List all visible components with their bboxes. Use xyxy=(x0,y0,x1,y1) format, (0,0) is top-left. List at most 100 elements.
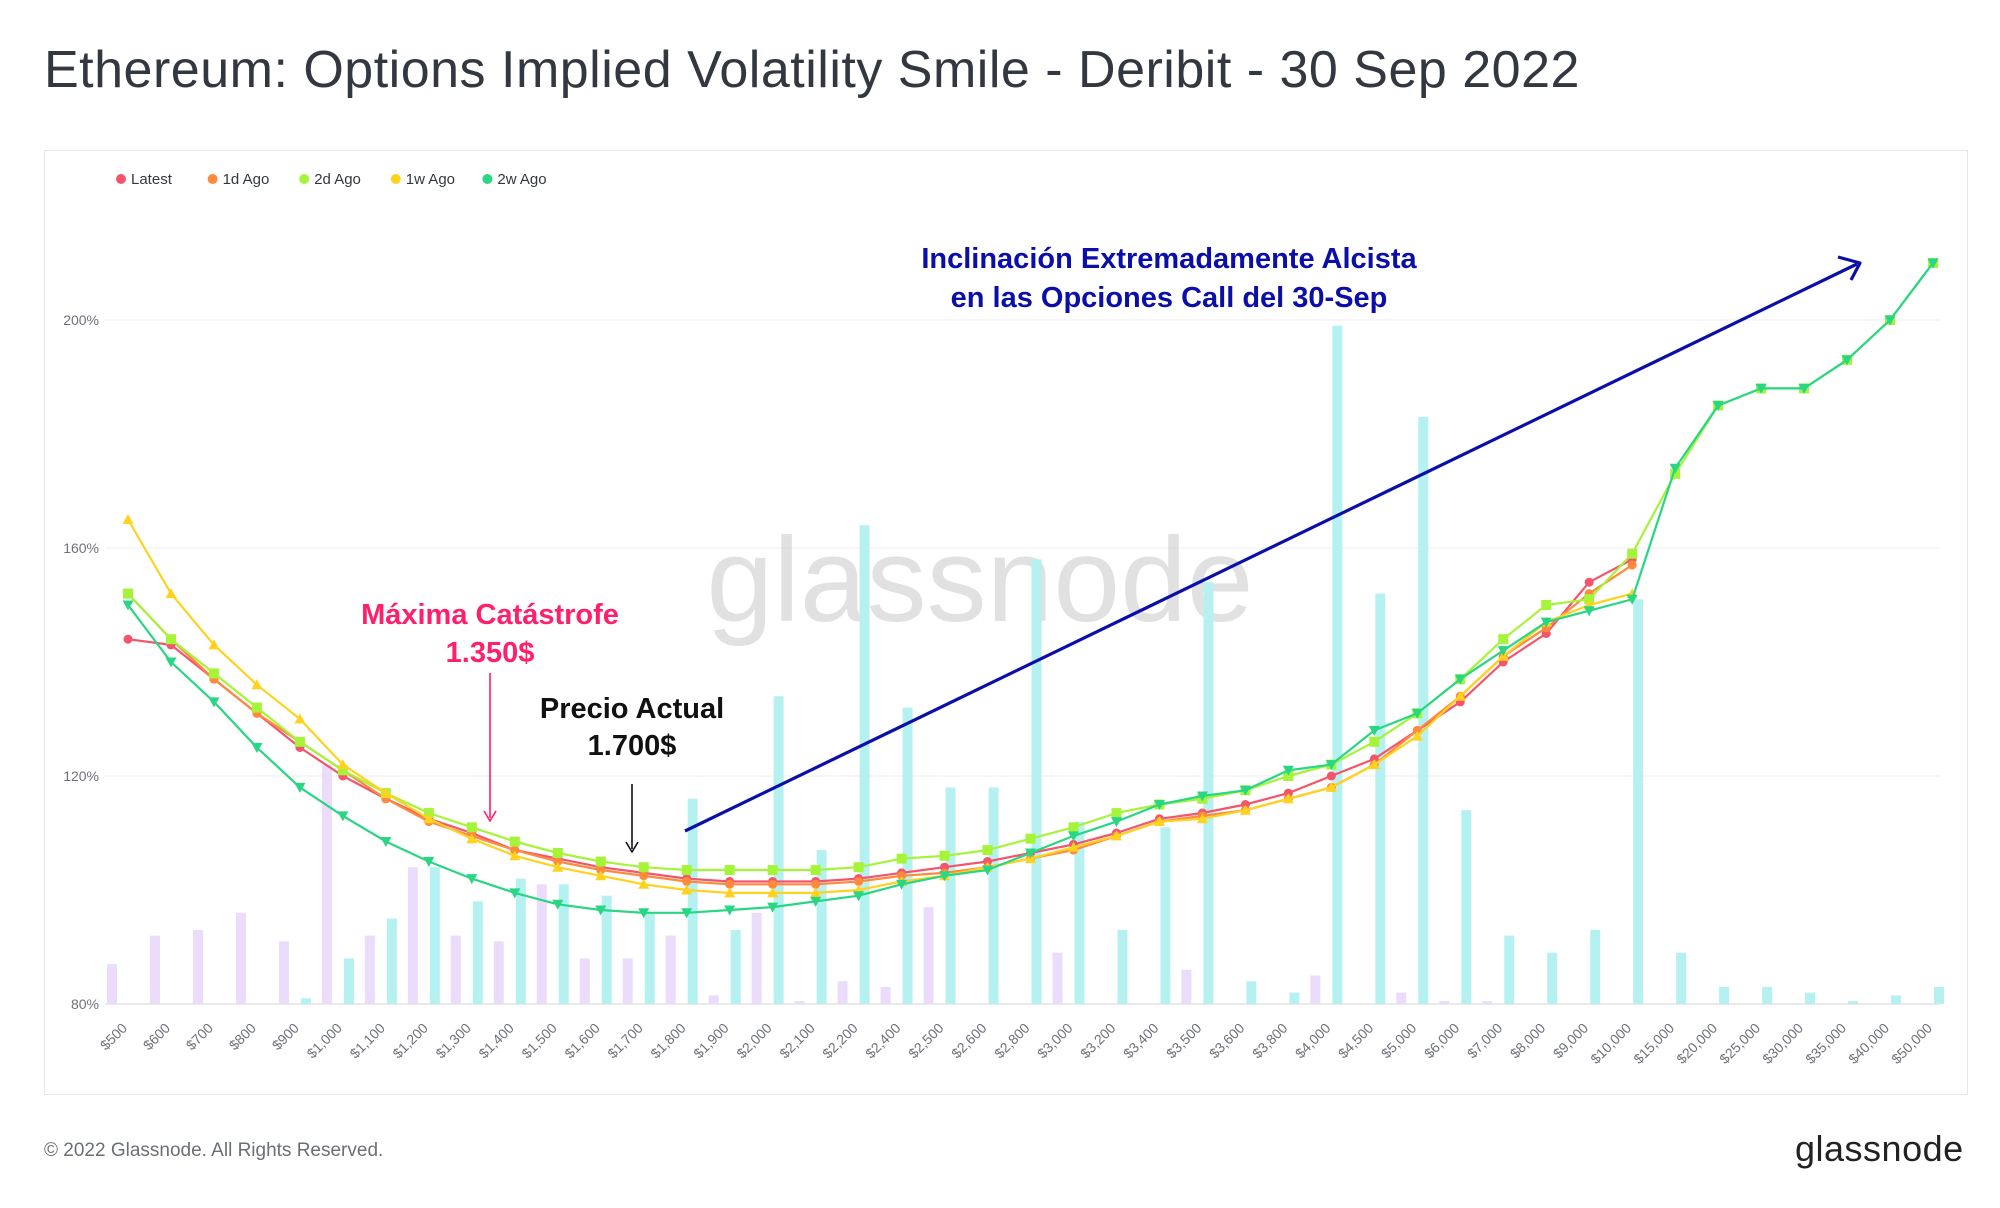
x-tick-label: $3,200 xyxy=(1077,1020,1119,1062)
series-point-2d-ago xyxy=(939,850,950,861)
page-title: Ethereum: Options Implied Volatility Smi… xyxy=(44,41,1580,99)
x-tick-label: $2,100 xyxy=(776,1020,818,1062)
x-tick-label: $1,400 xyxy=(475,1020,517,1062)
series-point-1w-ago xyxy=(638,878,650,889)
legend-dot xyxy=(299,174,310,184)
x-tick-label: $1,000 xyxy=(303,1020,345,1062)
series-point-latest xyxy=(1584,577,1594,587)
series-point-2w-ago xyxy=(122,600,134,611)
put-volume-bar xyxy=(1310,975,1321,1004)
call-volume-bar xyxy=(1418,416,1429,1004)
series-point-1w-ago xyxy=(1368,759,1380,770)
call-volume-bar xyxy=(300,998,311,1004)
call-volume-bar xyxy=(988,787,999,1004)
legend-item[interactable]: Latest xyxy=(116,171,173,188)
y-tick-label: 160% xyxy=(63,540,99,556)
series-point-2w-ago xyxy=(1282,765,1294,776)
series-point-1w-ago xyxy=(1282,793,1294,804)
series-point-1w-ago xyxy=(1454,690,1466,701)
series-point-1w-ago xyxy=(337,759,349,770)
series-point-2d-ago xyxy=(337,765,348,776)
y-tick-label: 80% xyxy=(71,996,99,1012)
series-point-1w-ago xyxy=(208,639,220,650)
legend-item[interactable]: 1d Ago xyxy=(207,171,270,188)
glassnode-logo[interactable]: glassnode xyxy=(1795,1128,1964,1169)
x-tick-label: $2,800 xyxy=(991,1020,1033,1062)
call-volume-bar xyxy=(1246,981,1257,1004)
series-point-2w-ago xyxy=(1153,800,1165,810)
series-point-1w-ago xyxy=(380,787,392,798)
legend-item[interactable]: 2w Ago xyxy=(482,171,547,188)
x-tick-label: $3,600 xyxy=(1206,1020,1248,1062)
call-volume-bar xyxy=(1074,821,1085,1004)
series-point-2w-ago xyxy=(1497,646,1509,657)
x-tick-label: $3,500 xyxy=(1163,1020,1205,1062)
series-point-2d-ago xyxy=(1283,771,1294,781)
put-volume-bar xyxy=(1439,1001,1450,1004)
series-point-2w-ago xyxy=(466,874,478,885)
put-volume-bar xyxy=(837,981,848,1004)
call-volume-bar xyxy=(1547,952,1558,1004)
legend-label: 1d Ago xyxy=(223,171,270,188)
series-point-1d-ago xyxy=(768,879,778,889)
series-point-1w-ago xyxy=(552,861,564,872)
series-point-2d-ago xyxy=(1025,833,1036,844)
x-tick-label: $35,000 xyxy=(1802,1020,1849,1067)
x-tick-label: $9,000 xyxy=(1550,1020,1592,1062)
x-tick-label: $1,600 xyxy=(561,1020,603,1062)
series-point-2d-ago xyxy=(1111,808,1122,819)
series-point-2w-ago xyxy=(1798,383,1810,394)
x-tick-label: $1,700 xyxy=(604,1020,646,1062)
put-volume-bar xyxy=(1396,992,1407,1004)
series-point-2w-ago xyxy=(337,811,349,822)
call-volume-bar xyxy=(1934,986,1944,1004)
series-point-1w-ago xyxy=(1325,781,1337,792)
watermark: glassnode xyxy=(706,513,1253,647)
x-tick-label: $700 xyxy=(183,1020,216,1053)
series-point-1d-ago xyxy=(682,876,692,886)
x-tick-label: $3,800 xyxy=(1249,1020,1291,1062)
legend-item[interactable]: 2d Ago xyxy=(299,171,361,188)
series-point-2w-ago xyxy=(595,905,607,916)
legend-item[interactable]: 1w Ago xyxy=(390,171,455,188)
series-point-1w-ago xyxy=(724,887,736,898)
x-tick-label: $5,000 xyxy=(1378,1020,1420,1062)
series-point-2d-ago xyxy=(552,847,563,858)
series-point-2d-ago xyxy=(724,865,735,876)
series-point-2d-ago xyxy=(251,702,262,713)
skew-arrow xyxy=(684,262,1858,833)
put-volume-bar xyxy=(665,935,676,1004)
series-point-2d-ago xyxy=(1670,468,1681,479)
annotation-skew-line1: Inclinación Extremadamente Alcista xyxy=(921,243,1417,275)
series-point-2w-ago xyxy=(1755,383,1767,394)
series-point-2w-ago xyxy=(1540,617,1552,628)
series-point-2w-ago xyxy=(380,837,392,848)
series-point-1w-ago xyxy=(810,887,822,898)
series-point-1d-ago xyxy=(1627,560,1637,570)
put-volume-bar xyxy=(923,907,934,1004)
call-volume-bar xyxy=(1160,827,1171,1004)
x-tick-label: $3,400 xyxy=(1120,1020,1162,1062)
x-tick-label: $2,200 xyxy=(819,1020,861,1062)
put-volume-bar xyxy=(622,958,633,1004)
put-volume-bar xyxy=(1052,952,1063,1004)
series-point-2w-ago xyxy=(1411,708,1423,719)
x-tick-label: $2,400 xyxy=(862,1020,904,1062)
call-volume-bar xyxy=(1633,599,1644,1004)
series-point-2w-ago xyxy=(1626,594,1638,605)
series-point-2d-ago xyxy=(853,862,864,873)
series-point-2d-ago xyxy=(595,856,606,867)
series-point-2d-ago xyxy=(896,853,907,864)
x-tick-label: $1,100 xyxy=(346,1020,388,1062)
series-point-2d-ago xyxy=(1068,822,1079,833)
x-tick-label: $600 xyxy=(140,1020,173,1053)
x-tick-label: $1,800 xyxy=(647,1020,689,1062)
series-point-2w-ago xyxy=(423,857,435,867)
put-volume-bar xyxy=(579,958,590,1004)
series-point-2d-ago xyxy=(1584,594,1595,605)
series-point-2w-ago xyxy=(1712,401,1724,411)
x-tick-label: $2,600 xyxy=(948,1020,990,1062)
series-point-2d-ago xyxy=(638,862,649,873)
series-point-1d-ago xyxy=(596,865,606,875)
x-tick-label: $800 xyxy=(226,1020,259,1053)
